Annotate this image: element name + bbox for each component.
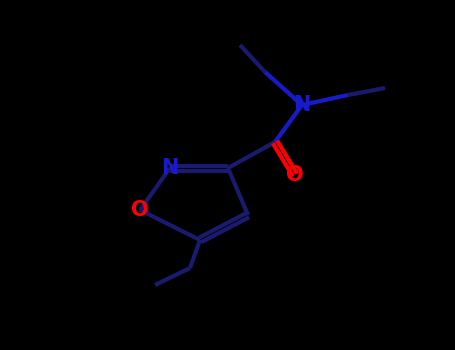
Text: O: O <box>131 200 149 220</box>
Text: N: N <box>162 158 179 178</box>
Text: N: N <box>293 95 311 115</box>
Text: O: O <box>286 165 304 185</box>
